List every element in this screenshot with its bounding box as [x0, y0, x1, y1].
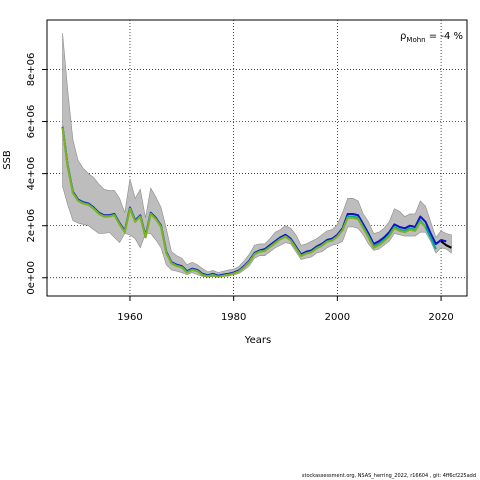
x-axis: 1960 1980 2000 2020: [117, 296, 454, 323]
y-tick-label: 8e+06: [26, 53, 37, 87]
y-tick-label: 0e+00: [26, 261, 37, 295]
mohn-rho-value: = -4 %: [426, 31, 463, 42]
y-tick-label: 6e+06: [26, 105, 37, 139]
series-line: [440, 240, 452, 249]
grid-lines: [47, 20, 467, 296]
y-axis-label: SSB: [2, 150, 13, 170]
mohn-rho-symbol: ρ: [400, 31, 406, 42]
y-tick-label: 4e+06: [26, 157, 37, 191]
x-tick-label: 2020: [428, 312, 453, 323]
plot-frame: [46, 19, 468, 297]
footer-source: stockassessment.org, NSAS_herring_2022, …: [301, 473, 476, 479]
x-tick-label: 1980: [221, 312, 246, 323]
series-line: [61, 127, 427, 278]
x-tick-label: 1960: [117, 312, 142, 323]
mohn-rho-annotation: ρMohn = -4 %: [400, 31, 463, 44]
series-lines: [61, 126, 452, 278]
x-tick-label: 2000: [325, 312, 350, 323]
y-tick-label: 2e+06: [26, 209, 37, 243]
mohn-rho-subscript: Mohn: [406, 36, 425, 44]
y-axis: 0e+00 2e+06 4e+06 6e+06 8e+06: [26, 53, 47, 295]
x-axis-label: Years: [244, 335, 271, 346]
